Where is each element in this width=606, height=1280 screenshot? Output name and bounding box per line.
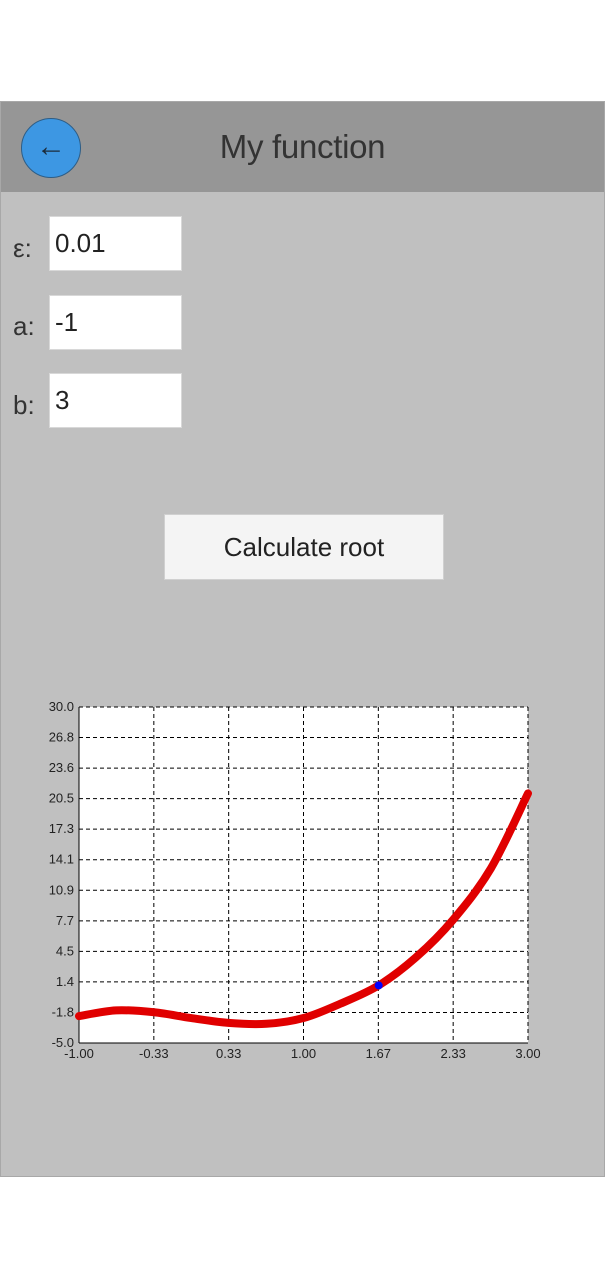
x-tick-label: 2.33 [441,1046,466,1061]
x-tick-label: 3.00 [515,1046,540,1061]
back-button[interactable]: ← [21,118,81,178]
y-tick-label: 1.4 [56,974,74,989]
app-window: ← My function ε: a: b: Calculate root -5… [0,101,605,1177]
y-tick-label: 17.3 [49,821,74,836]
y-tick-label: 4.5 [56,943,74,958]
x-tick-label: -0.33 [139,1046,169,1061]
page-title: My function [219,128,386,165]
x-tick-label: 0.33 [216,1046,241,1061]
epsilon-input[interactable] [49,216,182,271]
b-label: b: [13,390,35,420]
y-tick-label: 26.8 [49,730,74,745]
a-input[interactable] [49,295,182,350]
y-tick-label: -5.0 [52,1035,74,1050]
y-tick-label: 20.5 [49,791,74,806]
y-tick-label: 23.6 [49,760,74,775]
x-tick-label: 1.00 [291,1046,316,1061]
calculate-root-button[interactable]: Calculate root [164,514,444,580]
epsilon-label: ε: [13,233,32,263]
y-tick-label: 7.7 [56,913,74,928]
a-label: a: [13,311,35,341]
b-input[interactable] [49,373,182,428]
x-tick-label: 1.67 [366,1046,391,1061]
y-tick-label: 14.1 [49,852,74,867]
y-tick-label: -1.8 [52,1004,74,1019]
x-tick-label: -1.00 [64,1046,94,1061]
function-curve [75,789,532,1029]
header-bar: ← My function [1,102,604,192]
function-chart: -5.0 -1.8 1.4 4.5 7.7 10.9 14.1 17.3 20.5 23.6 26.… [49,699,541,1061]
y-tick-label: 10.9 [49,882,74,897]
root-point [374,981,383,990]
back-arrow-icon: ← [36,130,66,163]
y-tick-label: 30.0 [49,699,74,714]
